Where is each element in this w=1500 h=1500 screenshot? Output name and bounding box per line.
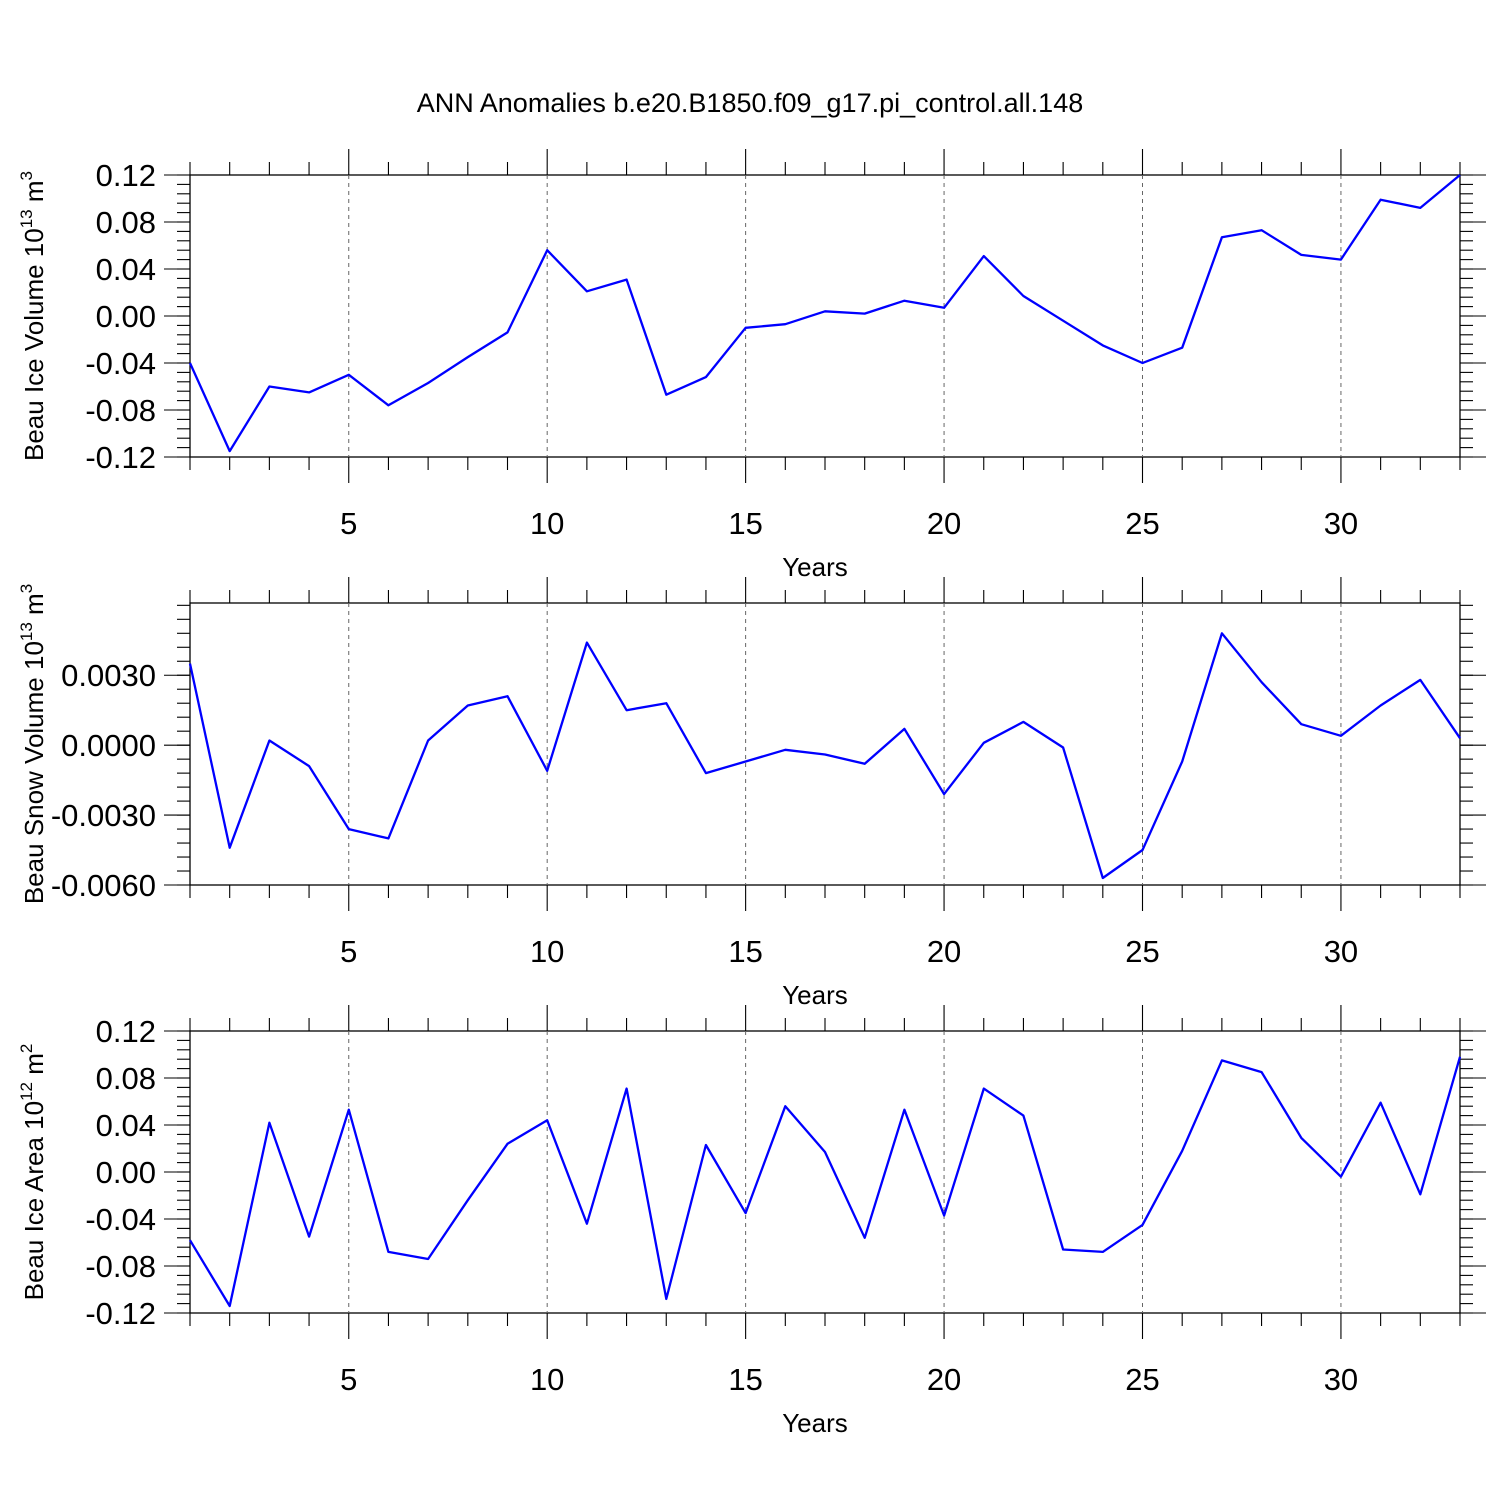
x-tick-label: 10	[530, 934, 564, 969]
panels-group: 5 10 15 20 25 30-0.12-0.08-0.040.000.040.080.…	[17, 149, 1486, 1438]
x-tick-label: 25	[1125, 506, 1159, 541]
x-tick-label: 5	[340, 506, 357, 541]
x-tick-label: 15	[728, 506, 762, 541]
plot-frame	[189, 602, 1461, 886]
panel-3: 5 10 15 20 25 30 -0.12 -0.08 -0.04 0.00 0.04 0.08 0.…	[17, 1005, 1486, 1438]
x-tick-label: 20	[927, 1362, 961, 1397]
y-tick-label: -0.08	[85, 393, 156, 428]
y-axis-label-unit: m	[19, 180, 49, 209]
figure-title: ANN Anomalies b.e20.B1850.f09_g17.pi_con…	[417, 88, 1083, 118]
x-axis-label: Years	[782, 552, 848, 582]
y-tick-label: 0.04	[96, 1108, 156, 1143]
y-axis-label-exponent: 13	[17, 622, 36, 641]
y-axis-label-exponent: 13	[17, 209, 36, 228]
y-axis-label-unit-exponent: 3	[17, 171, 36, 180]
y-axis-label-base: Beau Ice Area 10	[19, 1101, 49, 1300]
y-axis-label: Beau Ice Volume 1013 m3	[17, 171, 49, 461]
series-line	[189, 1056, 1462, 1308]
y-tick-label: 0.12	[96, 158, 156, 193]
y-axis-label-exponent: 12	[17, 1082, 36, 1101]
x-tick-label: 15	[728, 1362, 762, 1397]
y-tick-label: -0.12	[85, 1296, 156, 1331]
y-axis-label-base: Beau Ice Volume 10	[19, 228, 49, 461]
y-tick-label: 0.0000	[61, 728, 156, 763]
y-axis-label-unit-exponent: 2	[17, 1044, 36, 1053]
y-axis-label-unit-exponent: 3	[17, 584, 36, 593]
y-axis-label-unit: m	[19, 1053, 49, 1082]
x-axis-label: Years	[782, 980, 848, 1010]
y-tick-label: -0.08	[85, 1249, 156, 1284]
y-tick-label: -0.0060	[51, 868, 156, 903]
x-tick-label: 20	[927, 934, 961, 969]
x-tick-label: 30	[1324, 506, 1358, 541]
plot-frame	[189, 174, 1461, 458]
x-axis-label: Years	[782, 1408, 848, 1438]
series-line	[188, 174, 1461, 453]
y-axis-label-base: Beau Snow Volume 10	[19, 641, 49, 904]
x-tick-label: 25	[1125, 934, 1159, 969]
y-tick-label: -0.04	[85, 1202, 156, 1237]
y-tick-label: -0.0030	[51, 798, 156, 833]
x-tick-label: 25	[1125, 1362, 1159, 1397]
panel-2: 5 10 15 20 25 30 -0.0060 -0.0030 0.0000 0.0030 Yea…	[17, 577, 1486, 1010]
y-tick-label: 0.04	[96, 252, 156, 287]
y-tick-label: 0.00	[96, 1155, 156, 1190]
y-tick-label: 0.00	[96, 299, 156, 334]
y-tick-label: -0.04	[85, 346, 156, 381]
plot-frame	[189, 1030, 1461, 1314]
y-tick-label: -0.12	[85, 440, 156, 475]
x-tick-label: 30	[1324, 1362, 1358, 1397]
x-tick-label: 5	[340, 934, 357, 969]
x-tick-label: 5	[340, 1362, 357, 1397]
series-line	[188, 632, 1461, 880]
panel-1: 5 10 15 20 25 30 -0.12 -0.08 -0.04 0.00 0.04 0.08 0.…	[17, 149, 1486, 582]
x-tick-label: 20	[927, 506, 961, 541]
y-axis-label-unit: m	[19, 593, 49, 622]
y-axis-label: Beau Ice Area 1012 m2	[17, 1044, 49, 1301]
y-axis-label: Beau Snow Volume 1013 m3	[17, 584, 49, 904]
x-tick-label: 15	[728, 934, 762, 969]
y-tick-label: 0.08	[96, 1061, 156, 1096]
x-tick-label: 10	[530, 506, 564, 541]
y-tick-label: 0.12	[96, 1014, 156, 1049]
x-tick-label: 30	[1324, 934, 1358, 969]
x-tick-label: 10	[530, 1362, 564, 1397]
y-tick-label: 0.0030	[61, 658, 156, 693]
y-tick-label: 0.08	[96, 205, 156, 240]
